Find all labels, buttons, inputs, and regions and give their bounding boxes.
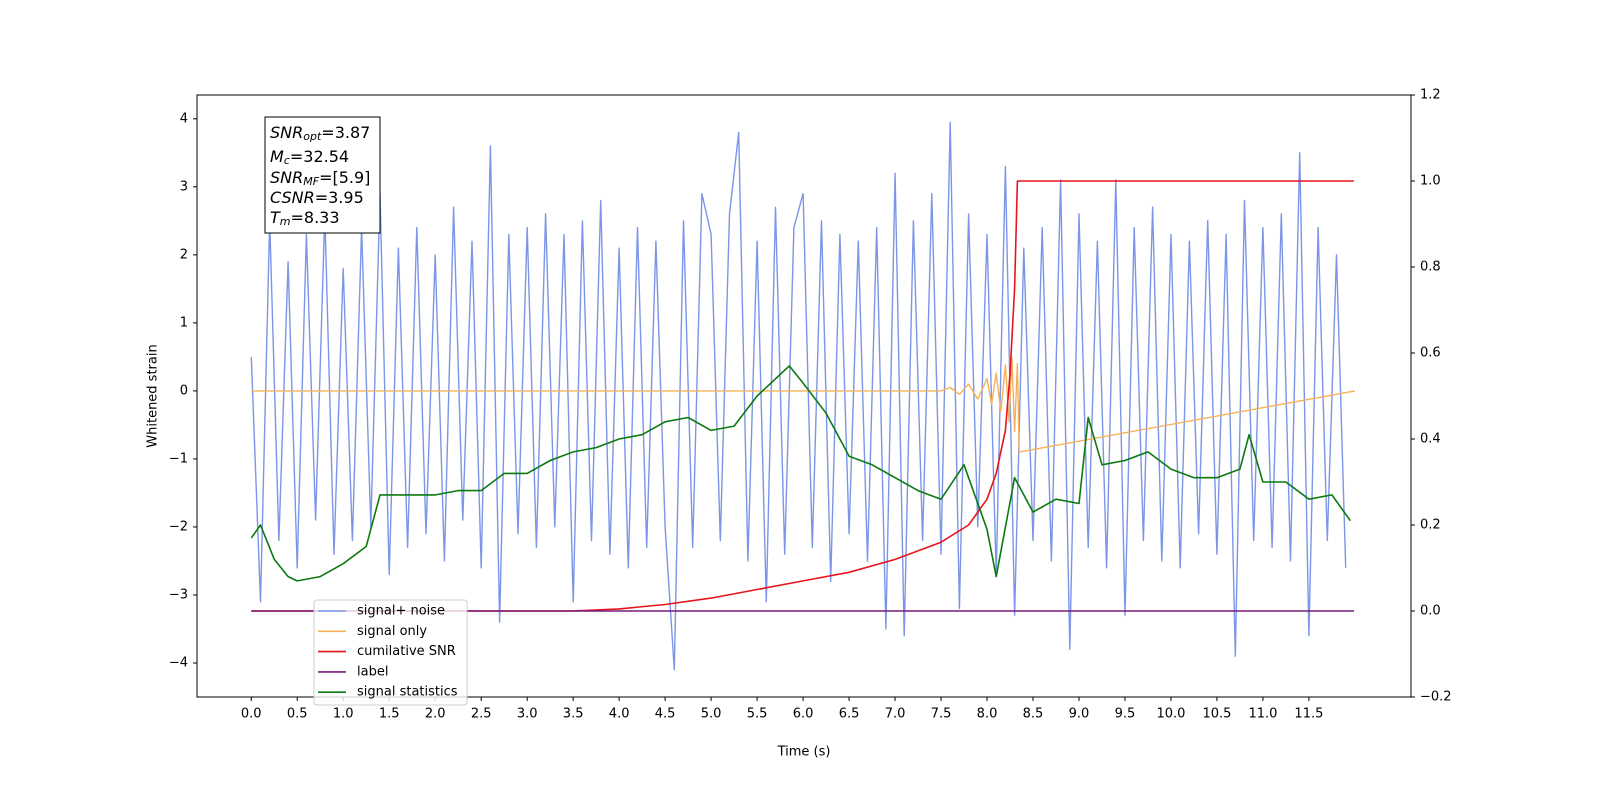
x-tick-label: 5.0 <box>701 707 722 722</box>
y2-tick-label: 0.4 <box>1420 432 1441 447</box>
x-tick-label: 3.0 <box>517 707 538 722</box>
annotation-value: =32.54 <box>290 147 349 166</box>
annotation-subscript: MF <box>303 175 319 188</box>
annotation-line: SNRMF=[5.9] <box>270 168 370 189</box>
y2-tick-label: 0.8 <box>1420 260 1441 275</box>
x-tick-label: 0.0 <box>241 707 262 722</box>
annotation-line: Tm=8.33 <box>270 208 340 229</box>
x-tick-label: 8.0 <box>977 707 998 722</box>
y-tick-label: 0 <box>180 383 188 398</box>
series-line <box>250 121 1347 671</box>
annotation-box <box>264 116 381 234</box>
series-line <box>251 180 1354 612</box>
annotation-symbol: CSNR <box>270 188 315 207</box>
y-tick-label: 4 <box>180 111 188 126</box>
x-tick-label: 9.0 <box>1069 707 1090 722</box>
x-tick-label: 5.5 <box>747 707 768 722</box>
x-tick-label: 10.5 <box>1202 707 1231 722</box>
legend: signal+ noise signal only cumilative SNR la… <box>313 599 468 706</box>
x-tick-label: 11.5 <box>1294 707 1323 722</box>
y2-tick-label: 0.6 <box>1420 346 1441 361</box>
annotation: SNRopt=3.87Mc=32.54SNRMF=[5.9]CSNR=3.95T… <box>264 116 381 234</box>
annotation-value: =3.95 <box>315 188 364 207</box>
y2-tick-label: −0.2 <box>1420 690 1452 705</box>
x-tick-label: 10.0 <box>1156 707 1185 722</box>
x-tick-label: 11.0 <box>1248 707 1277 722</box>
annotation-value: =[5.9] <box>319 168 370 187</box>
annotation-line: SNRopt=3.87 <box>270 123 370 144</box>
y-tick-label: −2 <box>169 519 188 534</box>
y-tick-label: −4 <box>169 655 188 670</box>
x-axis-label: Time (s) <box>777 745 831 760</box>
y2-tick-label: 1.0 <box>1420 174 1441 189</box>
legend-label: label <box>357 664 388 679</box>
y-tick-label: 3 <box>180 179 188 194</box>
x-tick-label: 4.5 <box>655 707 676 722</box>
x-tick-label: 6.5 <box>839 707 860 722</box>
y2-tick-label: 0.2 <box>1420 518 1441 533</box>
x-tick-label: 8.5 <box>1023 707 1044 722</box>
x-tick-label: 6.0 <box>793 707 814 722</box>
annotation-value: =3.87 <box>321 123 370 142</box>
x-tick-label: 0.5 <box>287 707 308 722</box>
annotation-symbol: SNR <box>270 123 303 142</box>
annotation-value: =8.33 <box>291 208 340 227</box>
y-tick-label: −3 <box>169 587 188 602</box>
plot-frame <box>196 94 1412 698</box>
legend-label: cumilative SNR <box>357 644 456 659</box>
y2-tick-label: 1.2 <box>1420 88 1441 103</box>
annotation-symbol: SNR <box>270 168 303 187</box>
y-tick-label: 1 <box>180 315 188 330</box>
y-tick-label: −1 <box>169 451 188 466</box>
x-tick-label: 7.5 <box>931 707 952 722</box>
annotation-subscript: c <box>284 154 290 167</box>
annotation-line: CSNR=3.95 <box>270 188 364 207</box>
x-tick-label: 2.0 <box>425 707 446 722</box>
x-tick-label: 2.5 <box>471 707 492 722</box>
series-line <box>251 356 1356 453</box>
annotation-subscript: m <box>280 215 291 228</box>
plot-area <box>250 121 1356 671</box>
x-tick-label: 9.5 <box>1115 707 1136 722</box>
annotation-symbol: T <box>270 208 281 227</box>
legend-label: signal+ noise <box>357 604 445 619</box>
y-axis-label: Whitened strain <box>146 344 161 447</box>
annotation-line: Mc=32.54 <box>270 147 349 168</box>
y2-tick-label: 0.0 <box>1420 604 1441 619</box>
annotation-symbol: M <box>270 147 284 166</box>
series-line <box>250 365 1351 582</box>
x-tick-label: 1.0 <box>333 707 354 722</box>
legend-box <box>313 599 468 706</box>
legend-label: signal only <box>357 624 427 639</box>
legend-label: signal statistics <box>357 685 458 700</box>
x-tick-label: 1.5 <box>379 707 400 722</box>
x-tick-label: 3.5 <box>563 707 584 722</box>
x-tick-label: 4.0 <box>609 707 630 722</box>
annotation-subscript: opt <box>303 130 322 143</box>
x-tick-label: 7.0 <box>885 707 906 722</box>
y-tick-label: 2 <box>180 247 188 262</box>
